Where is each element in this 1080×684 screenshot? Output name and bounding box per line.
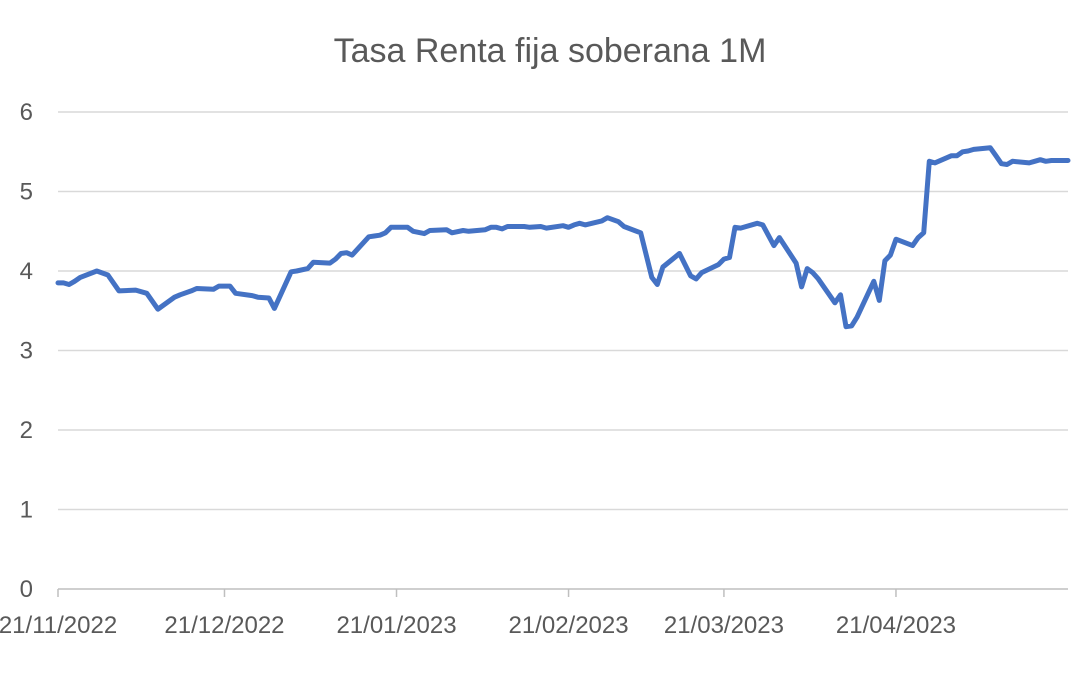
grid-lines	[58, 111, 1068, 511]
y-tick-label: 6	[20, 99, 33, 126]
x-tick-label: 21/03/2023	[664, 612, 784, 639]
x-tick-label: 21/02/2023	[508, 612, 628, 639]
x-tick-label: 21/01/2023	[336, 612, 456, 639]
y-axis-tick-labels: 0 1 2 3 4 5 6	[20, 99, 33, 603]
y-tick-label: 0	[20, 576, 33, 603]
series-line-0	[55, 145, 1071, 330]
x-tick-label: 21/12/2022	[164, 612, 284, 639]
x-tick-label: 21/04/2023	[836, 612, 956, 639]
x-tick-label: 21/11/2022	[0, 612, 117, 639]
series-layer	[55, 145, 1071, 330]
y-tick-label: 3	[20, 338, 33, 365]
y-tick-label: 1	[20, 497, 33, 524]
y-tick-label: 5	[20, 179, 33, 206]
y-tick-label: 2	[20, 417, 33, 444]
x-axis	[57, 588, 1068, 597]
x-axis-tick-labels: 21/11/2022 21/12/2022 21/01/2023 21/02/2023…	[0, 612, 956, 639]
y-tick-label: 4	[20, 258, 33, 285]
chart-title: Tasa Renta fija soberana 1M	[334, 32, 767, 70]
